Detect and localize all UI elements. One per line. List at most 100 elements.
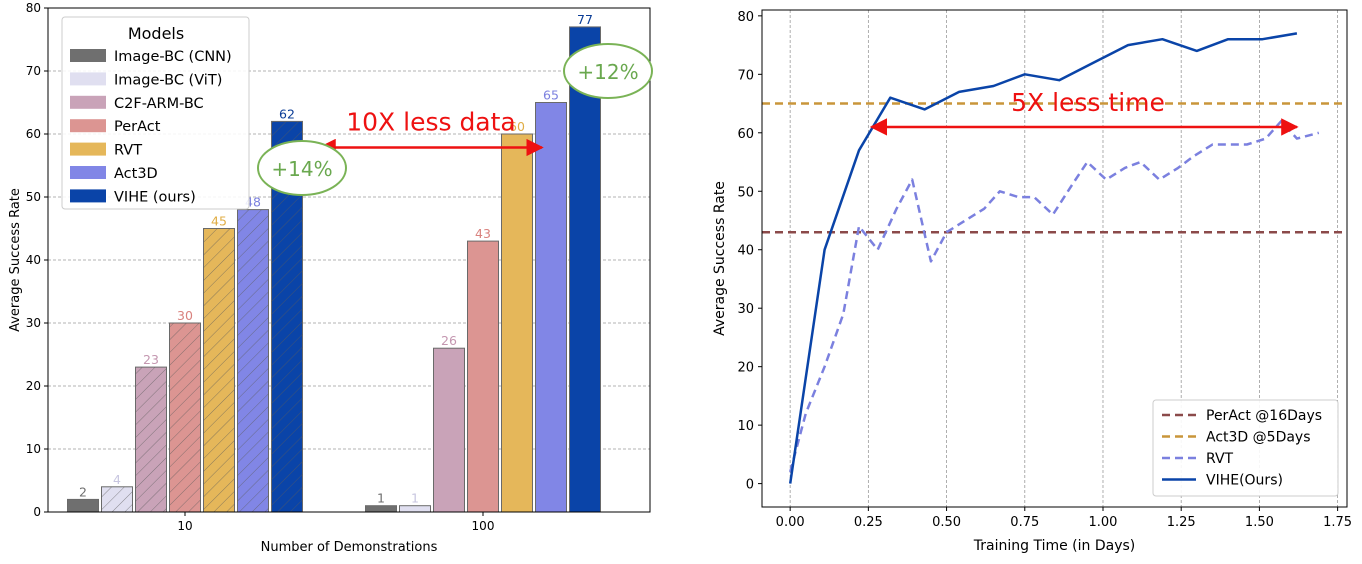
bar-legend-label-peract: PerAct xyxy=(114,119,161,135)
line-plot-frame xyxy=(761,9,1348,508)
bar-y-axis-label: Average Success Rate xyxy=(8,188,23,332)
bar-c2f-arm-bc-10-hatch xyxy=(135,367,167,512)
bar-legend-title: Models xyxy=(128,24,184,43)
gain-bubble-100: +12% xyxy=(563,43,653,99)
bar-value-label: 1 xyxy=(377,491,385,506)
bar-legend-swatch-vihe-ours xyxy=(70,189,106,203)
bar-legend-label-image-bc-vit: Image-BC (ViT) xyxy=(114,72,222,88)
gain-bubble-10-text: +14% xyxy=(271,157,332,181)
bar-value-label: 1 xyxy=(411,491,419,506)
gain-bubble-10-outline xyxy=(257,140,347,196)
bar-value-label: 62 xyxy=(279,106,295,121)
data-arrow-annotation: 10X less data xyxy=(318,108,544,157)
bar-y-tick-label: 30 xyxy=(26,316,41,330)
line-y-tick-label: 10 xyxy=(737,419,754,434)
bar-y-ticks: 0 10 20 30 40 50 60 70 80 xyxy=(26,1,48,519)
bar-legend: Models Image-BC (CNN) Image-BC (ViT) C2F-A… xyxy=(61,16,250,210)
line-y-ticks: 0 10 20 30 40 50 60 70 80 xyxy=(737,10,762,493)
line-y-tick-label: 0 xyxy=(746,478,754,493)
time-arrow-annotation: 5X less time xyxy=(869,88,1299,136)
line-legend-label-act3d-5days: Act3D @5Days xyxy=(1206,430,1311,446)
bar-legend-label-rvt: RVT xyxy=(114,143,142,159)
line-legend-label-peract-16days: PerAct @16Days xyxy=(1206,408,1322,424)
line-x-tick-label: 1.75 xyxy=(1323,515,1352,530)
line-x-tick-label: 1.50 xyxy=(1245,515,1274,530)
bar-value-label: 60 xyxy=(509,119,525,134)
bar-legend-swatch-image-bc-cnn xyxy=(70,49,106,62)
data-arrow-label: 10X less data xyxy=(346,108,516,137)
line-x-tick-label: 0.75 xyxy=(1010,515,1039,530)
bar-peract-10-hatch xyxy=(169,323,201,512)
bar-y-tick-label: 40 xyxy=(26,253,41,267)
bar-x-axis-label: Number of Demonstrations xyxy=(261,540,438,555)
bar-value-label: 4 xyxy=(113,472,121,487)
bar-legend-box xyxy=(61,16,250,210)
bar-y-tick-label: 0 xyxy=(33,505,41,519)
bar-x-tick-label: 100 xyxy=(472,519,495,533)
bar-value-label: 45 xyxy=(211,214,227,229)
bar-y-tick-label: 60 xyxy=(26,127,41,141)
bar-value-label: 26 xyxy=(441,333,457,348)
bar-legend-swatch-peract xyxy=(70,119,106,133)
bar-image-bc-cnn-100 xyxy=(365,505,397,513)
bar-legend-items: Image-BC (CNN) Image-BC (ViT) C2F-ARM-BC Pe… xyxy=(70,49,232,205)
line-y-tick-label: 20 xyxy=(737,361,754,376)
bar-value-label: 30 xyxy=(177,308,193,323)
bar-y-tick-label: 70 xyxy=(26,64,41,78)
line-y-tick-label: 80 xyxy=(737,10,754,25)
gain-bubble-10: +14% xyxy=(257,140,347,196)
bar-legend-swatch-image-bc-vit xyxy=(70,72,106,86)
bar-legend-label-image-bc-cnn: Image-BC (CNN) xyxy=(114,49,232,65)
line-x-tick-label: 1.00 xyxy=(1089,515,1118,530)
bar-legend-swatch-act3d xyxy=(70,166,106,179)
line-chart: 0 10 20 30 40 50 60 70 80 0.00 0.25 0.50 0.75 1.00 1.… xyxy=(712,9,1352,554)
bar-image-bc-vit-10-hatch xyxy=(101,486,133,512)
gain-bubble-100-outline xyxy=(563,43,653,99)
bar-value-label: 77 xyxy=(577,12,593,27)
bar-image-bc-vit-100 xyxy=(399,505,431,513)
line-legend-items: PerAct @16Days Act3D @5Days RVT VIHE(Ours) xyxy=(1162,408,1322,489)
bar-y-tick-label: 50 xyxy=(26,190,41,204)
series-rvt xyxy=(788,119,1320,473)
bar-rvt-100 xyxy=(501,133,533,513)
bar-x-ticks: 10 100 xyxy=(177,512,494,533)
line-x-axis-label: Training Time (in Days) xyxy=(973,538,1135,554)
bar-value-label: 2 xyxy=(79,484,87,499)
bar-y-tick-label: 20 xyxy=(26,379,41,393)
line-y-tick-label: 50 xyxy=(737,185,754,200)
bar-rvt-10-hatch xyxy=(203,228,235,512)
bar-y-tick-label: 10 xyxy=(26,442,41,456)
bar-value-label: 23 xyxy=(143,352,159,367)
bar-series xyxy=(67,26,601,513)
line-gridlines xyxy=(789,10,1339,507)
bar-legend-swatch-c2f-arm-bc xyxy=(70,95,106,109)
bar-y-tick-label: 80 xyxy=(26,1,41,15)
time-arrow-label: 5X less time xyxy=(1011,88,1165,117)
line-legend-box xyxy=(1152,399,1339,497)
line-y-axis-label: Average Success Rate xyxy=(712,181,728,336)
bar-act3d-100 xyxy=(535,102,567,513)
line-y-tick-label: 40 xyxy=(737,244,754,259)
gain-bubble-100-text: +12% xyxy=(577,60,638,84)
bar-image-bc-cnn-10 xyxy=(67,498,99,513)
line-x-tick-label: 0.00 xyxy=(776,515,805,530)
bar-legend-label-vihe-ours: VIHE (ours) xyxy=(114,189,196,205)
bar-legend-swatch-rvt xyxy=(70,142,106,156)
bar-value-label: 65 xyxy=(543,88,559,103)
line-x-ticks: 0.00 0.25 0.50 0.75 1.00 1.25 1.50 1.75 xyxy=(776,507,1352,530)
line-y-tick-label: 60 xyxy=(737,127,754,142)
bar-vihe-ours-100 xyxy=(569,26,601,513)
bar-legend-label-c2f-arm-bc: C2F-ARM-BC xyxy=(114,96,204,112)
bar-x-tick-label: 10 xyxy=(177,519,192,533)
line-x-tick-label: 1.25 xyxy=(1167,515,1196,530)
line-legend-label-vihe-ours: VIHE(Ours) xyxy=(1206,473,1283,489)
line-y-tick-label: 70 xyxy=(737,68,754,83)
bar-legend-label-act3d: Act3D xyxy=(114,166,158,182)
line-y-tick-label: 30 xyxy=(737,302,754,317)
line-legend-label-rvt: RVT xyxy=(1206,451,1234,467)
line-legend: PerAct @16Days Act3D @5Days RVT VIHE(Ours) xyxy=(1152,399,1339,497)
bar-act3d-10-hatch xyxy=(237,209,269,512)
